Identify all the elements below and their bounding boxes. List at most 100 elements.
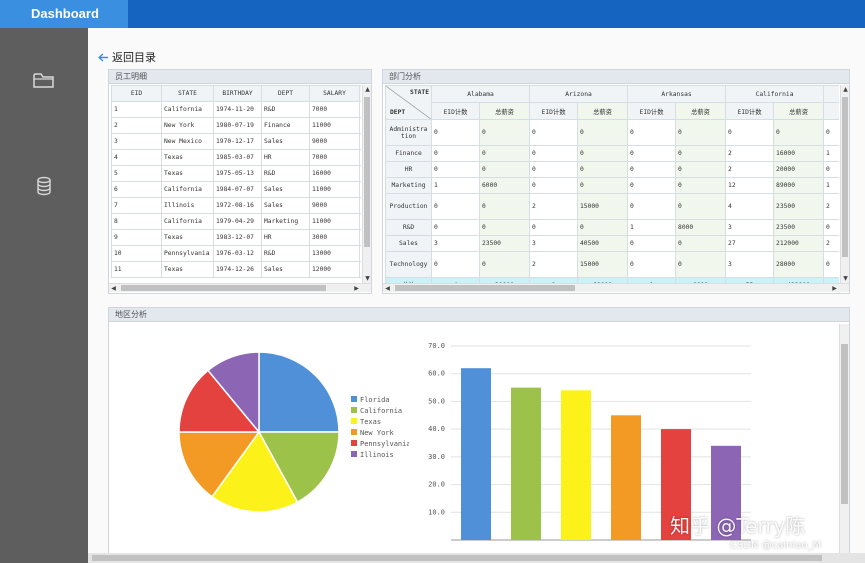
scroll-thumb[interactable] <box>842 97 848 257</box>
legend-swatch <box>351 418 357 424</box>
table-cell: Sales <box>261 133 310 150</box>
scroll-thumb[interactable] <box>395 285 575 291</box>
sub-header[interactable]: 总薪资 <box>577 102 629 120</box>
scroll-up-icon[interactable]: ▲ <box>843 86 848 93</box>
back-to-catalog-link[interactable]: 返回目录 <box>98 49 156 65</box>
scroll-down-icon[interactable]: ▼ <box>365 275 370 282</box>
table-cell: 0 <box>478 219 531 236</box>
pie-slice-florida[interactable] <box>258 351 340 433</box>
state-header[interactable]: California <box>725 85 825 103</box>
column-header[interactable]: DEPT <box>261 85 310 102</box>
legend-swatch <box>351 407 357 413</box>
region-vertical-scrollbar[interactable] <box>839 324 849 563</box>
state-header[interactable]: Alabama <box>430 85 531 103</box>
table-row[interactable]: Finance 0 0 0 0 0 0 2 16000 1 <box>385 145 839 162</box>
table-row[interactable]: Marketing 1 6000 0 0 0 0 12 89000 1 <box>385 177 839 194</box>
table-cell: 0 <box>627 145 677 162</box>
table-row[interactable]: Production 0 0 2 15000 0 0 4 23500 2 <box>385 193 839 220</box>
column-header[interactable]: SALARY <box>309 85 360 102</box>
bar-6[interactable] <box>711 445 741 540</box>
pie-slice-texas[interactable] <box>210 430 299 513</box>
scroll-thumb[interactable] <box>364 97 370 247</box>
bar-2[interactable] <box>511 387 541 540</box>
row-header: Finance <box>385 145 432 162</box>
scroll-left-icon[interactable]: ◀ <box>111 285 116 292</box>
scroll-right-icon[interactable]: ▶ <box>832 285 837 292</box>
table-cell: 2 <box>725 145 775 162</box>
state-header[interactable]: Arkansas <box>627 85 727 103</box>
bar-4[interactable] <box>611 415 641 540</box>
table-row[interactable]: R&D 0 0 0 0 1 8000 3 23500 0 <box>385 219 839 236</box>
sub-header[interactable]: 总薪资 <box>478 102 531 120</box>
table-cell: 4 <box>359 261 361 278</box>
state-header[interactable]: Arizona <box>529 85 629 103</box>
legend-label: Florida <box>360 396 390 404</box>
table-cell: 0 <box>529 145 579 162</box>
column-header[interactable] <box>359 85 361 102</box>
department-horizontal-scrollbar[interactable]: ◀ ▶ <box>383 283 849 292</box>
table-cell: Texas <box>161 261 214 278</box>
bar-5[interactable] <box>661 429 691 540</box>
table-cell: Texas <box>161 165 214 182</box>
column-header[interactable]: BIRTHDAY <box>213 85 262 102</box>
sub-header[interactable]: EID计数 <box>431 102 480 120</box>
sub-header[interactable]: EID计数 <box>627 102 677 120</box>
table-cell: Sales <box>261 181 310 198</box>
table-cell: 4 <box>359 101 361 118</box>
table-row[interactable]: Technology 0 0 2 15000 0 0 3 28000 0 <box>385 251 839 278</box>
table-row[interactable]: Sales 3 23500 3 40500 0 0 27 212000 2 <box>385 235 839 252</box>
corner-dept-label: DEPT <box>390 109 406 116</box>
table-cell: Sales <box>261 197 310 214</box>
table-cell: 40500 <box>577 235 629 252</box>
table-cell: 0 <box>529 177 579 194</box>
table-row[interactable]: Administration 0 0 0 0 0 0 0 0 0 <box>385 119 839 146</box>
database-icon[interactable] <box>28 172 60 200</box>
sub-header[interactable]: 总薪资 <box>773 102 825 120</box>
department-vertical-scrollbar[interactable]: ▲ ▼ <box>840 85 849 283</box>
pie-slice-pennsylvania[interactable] <box>178 369 261 433</box>
folder-icon[interactable] <box>28 66 60 94</box>
app-title[interactable]: Dashboard <box>0 0 128 28</box>
scroll-down-icon[interactable]: ▼ <box>843 275 848 282</box>
scroll-right-icon[interactable]: ▶ <box>354 285 359 292</box>
table-cell: 0 <box>478 251 531 278</box>
scroll-left-icon[interactable]: ◀ <box>385 285 390 292</box>
column-header[interactable]: STATE <box>161 85 214 102</box>
employee-horizontal-scrollbar[interactable]: ◀ ▶ <box>109 283 371 292</box>
table-cell: 0 <box>823 119 839 146</box>
scroll-thumb[interactable] <box>841 344 848 504</box>
table-cell: 2 <box>111 117 162 134</box>
table-cell: 0 <box>478 161 531 178</box>
main-content: 返回目录 员工明细 EID STATE BIRTHDAY DEPT SALARY 1 Ca… <box>88 28 865 563</box>
employee-vertical-scrollbar[interactable]: ▲ ▼ <box>362 85 371 283</box>
legend-label: Illinois <box>360 451 394 459</box>
scroll-up-icon[interactable]: ▲ <box>365 86 370 93</box>
bar-1[interactable] <box>461 368 491 540</box>
page-horizontal-scrollbar[interactable] <box>88 553 865 563</box>
table-cell: 0 <box>577 145 629 162</box>
pie-slice-california[interactable] <box>257 431 340 504</box>
scroll-thumb[interactable] <box>92 555 822 561</box>
table-row[interactable]: HR 0 0 0 0 0 0 2 20000 0 <box>385 161 839 178</box>
sub-header[interactable]: EID计数 <box>529 102 579 120</box>
pie-slice-illinois[interactable] <box>206 351 260 435</box>
column-header[interactable]: EID <box>111 85 162 102</box>
table-cell: 0 <box>577 219 629 236</box>
scroll-thumb[interactable] <box>121 285 326 291</box>
bar-3[interactable] <box>561 390 591 540</box>
pie-slice-new-york[interactable] <box>178 431 261 498</box>
region-panel-title: 地区分析 <box>109 308 849 322</box>
sub-header[interactable]: 总薪资 <box>675 102 727 120</box>
sub-header[interactable]: EID计数 <box>725 102 775 120</box>
